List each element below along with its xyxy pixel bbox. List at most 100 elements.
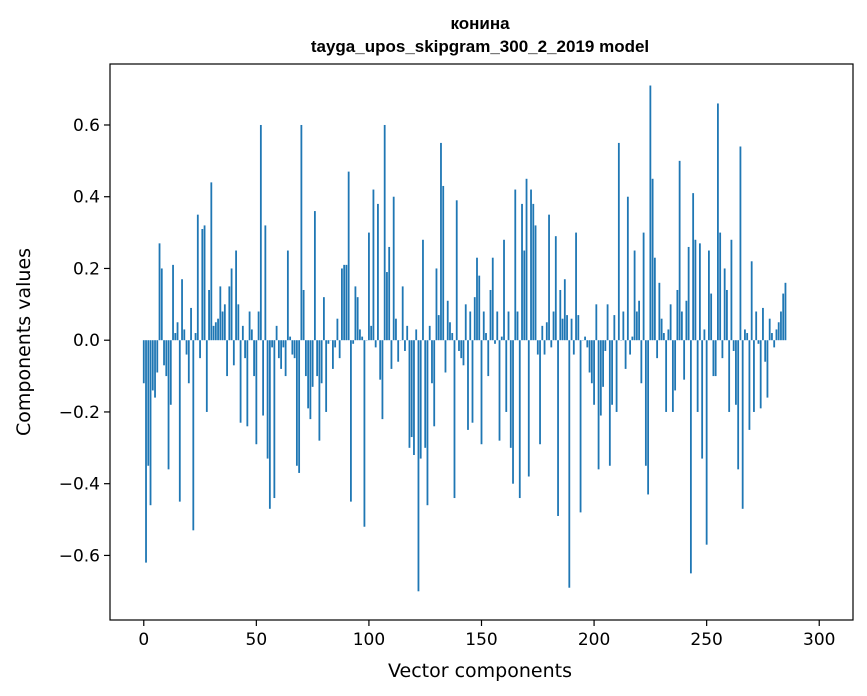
bar-77 <box>316 340 319 377</box>
bar-36 <box>223 304 226 341</box>
bar-219 <box>635 311 638 341</box>
bar-238 <box>678 160 681 341</box>
bar-139 <box>455 200 458 341</box>
bar-64 <box>286 250 289 341</box>
bar-271 <box>753 340 755 412</box>
bar-123 <box>419 340 422 459</box>
bar-60 <box>277 340 280 359</box>
bar-138 <box>453 340 456 499</box>
bar-176 <box>539 340 541 445</box>
bar-247 <box>698 243 701 341</box>
bar-268 <box>746 333 749 341</box>
bar-175 <box>536 340 539 355</box>
bar-127 <box>428 325 431 341</box>
bar-243 <box>689 340 692 574</box>
bar-197 <box>586 340 589 348</box>
bar-39 <box>230 268 233 341</box>
bar-118 <box>408 340 411 448</box>
bar-211 <box>617 142 620 341</box>
bar-170 <box>525 178 528 341</box>
bar-151 <box>482 311 485 341</box>
bar-6 <box>156 340 159 373</box>
bar-215 <box>626 196 629 341</box>
bar-233 <box>667 329 670 341</box>
bar-270 <box>750 261 753 341</box>
x-axis-label: Vector components <box>388 660 572 682</box>
bar-159 <box>500 336 503 341</box>
bar-266 <box>741 340 744 509</box>
bar-257 <box>721 340 724 359</box>
bar-217 <box>631 336 634 341</box>
bar-66 <box>291 340 294 355</box>
bar-282 <box>777 322 780 341</box>
bar-267 <box>744 329 746 341</box>
bar-249 <box>703 329 706 341</box>
bar-183 <box>554 236 557 341</box>
bar-17 <box>181 279 183 341</box>
bar-166 <box>516 311 519 341</box>
bar-72 <box>304 340 307 377</box>
bar-63 <box>284 340 287 377</box>
bar-1 <box>145 340 147 563</box>
y-tick-label: 0.6 <box>73 116 100 136</box>
bar-124 <box>422 239 424 341</box>
bar-252 <box>710 293 713 341</box>
bar-0 <box>142 340 145 384</box>
bar-119 <box>410 340 413 438</box>
bar-273 <box>757 340 760 344</box>
y-tick-label: −0.2 <box>59 403 100 423</box>
bar-7 <box>158 243 161 341</box>
bar-209 <box>613 315 616 341</box>
bar-129 <box>433 340 436 427</box>
bar-140 <box>458 340 460 351</box>
bar-5 <box>154 340 156 398</box>
bar-11 <box>167 340 170 470</box>
bar-94 <box>354 286 357 341</box>
bar-216 <box>629 340 632 355</box>
bar-102 <box>372 189 375 341</box>
bar-122 <box>417 340 420 592</box>
bar-188 <box>566 315 568 341</box>
bar-208 <box>611 340 613 405</box>
bar-156 <box>494 340 496 344</box>
bar-161 <box>505 340 508 412</box>
bar-120 <box>413 340 415 455</box>
bar-14 <box>174 333 177 341</box>
bar-12 <box>169 340 172 405</box>
bar-152 <box>485 333 487 341</box>
bar-117 <box>406 325 409 341</box>
bar-146 <box>471 340 474 423</box>
bar-98 <box>363 340 366 527</box>
bar-135 <box>446 300 449 341</box>
bar-279 <box>771 333 773 341</box>
bar-87 <box>338 340 341 359</box>
bar-214 <box>624 340 627 369</box>
x-tick-label: 100 <box>353 630 385 650</box>
x-tick-label: 300 <box>803 630 835 650</box>
bar-131 <box>437 315 440 341</box>
bar-187 <box>563 279 566 341</box>
bar-92 <box>350 340 352 502</box>
bar-225 <box>649 85 652 341</box>
bar-224 <box>647 340 650 495</box>
bar-45 <box>244 340 246 359</box>
bar-155 <box>491 257 494 341</box>
bar-205 <box>604 340 607 351</box>
bar-194 <box>579 340 582 513</box>
bar-263 <box>735 340 737 405</box>
bar-82 <box>327 340 330 344</box>
bar-130 <box>435 268 438 341</box>
bar-186 <box>561 318 564 341</box>
bar-13 <box>172 264 174 341</box>
bar-31 <box>212 325 215 341</box>
bar-245 <box>694 239 697 341</box>
y-ticks: −0.6 −0.4 −0.2 0.0 0.2 0.4 0.6 <box>59 116 110 566</box>
bar-210 <box>615 340 618 412</box>
bar-89 <box>343 264 346 341</box>
chart-subtitle: tayga_upos_skipgram_300_2_2019 model <box>311 37 649 56</box>
bar-204 <box>602 340 604 387</box>
bar-149 <box>478 275 481 341</box>
bar-259 <box>726 289 728 341</box>
bar-48 <box>250 329 253 341</box>
x-tick-label: 0 <box>138 630 149 650</box>
